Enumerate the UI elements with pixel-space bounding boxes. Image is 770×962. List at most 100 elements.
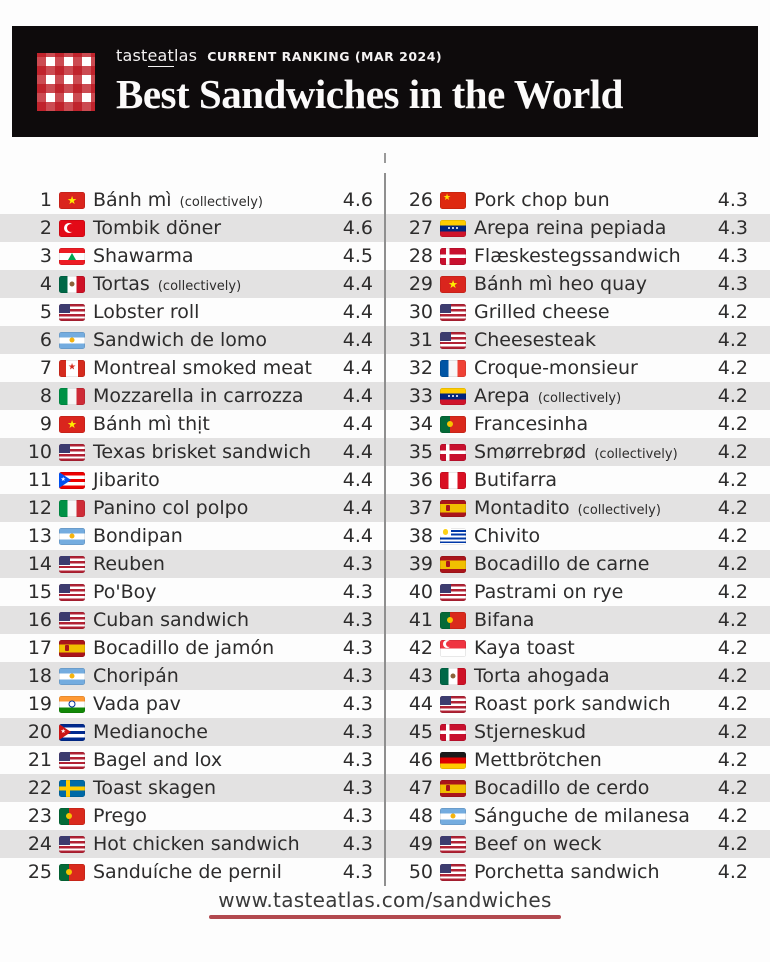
- list-item: 44 Roast pork sandwich 4.2: [385, 690, 770, 718]
- footer: www.tasteatlas.com/sandwiches: [0, 888, 770, 919]
- list-item: 25 Sanduíche de pernil 4.3: [0, 858, 385, 886]
- rank-number: 17: [27, 637, 52, 659]
- sandwich-name: Shawarma: [93, 245, 194, 267]
- argentina-flag-icon: [59, 331, 85, 349]
- footer-url-link[interactable]: www.tasteatlas.com/sandwiches: [218, 888, 552, 912]
- sandwich-name: Arepa reina pepiada: [474, 217, 667, 239]
- rank-number: 45: [408, 721, 433, 743]
- list-item: 16 Cuban sandwich 4.3: [0, 606, 385, 634]
- list-item: 14 Reuben 4.3: [0, 550, 385, 578]
- rank-number: 42: [408, 637, 433, 659]
- usa-flag-icon: [59, 303, 85, 321]
- list-item: 31 Cheesesteak 4.2: [385, 326, 770, 354]
- list-item: 36 Butifarra 4.2: [385, 466, 770, 494]
- rank-number: 29: [408, 273, 433, 295]
- rank-number: 9: [39, 413, 52, 435]
- usa-flag-icon: [59, 611, 85, 629]
- sandwich-name: Choripán: [93, 665, 179, 687]
- rank-number: 4: [39, 273, 52, 295]
- turkey-flag-icon: [59, 219, 85, 237]
- rank-number: 39: [408, 553, 433, 575]
- sandwich-name: Bocadillo de carne: [474, 553, 650, 575]
- list-item: 33 Arepa (collectively) 4.2: [385, 382, 770, 410]
- sandwich-name: Cuban sandwich: [93, 609, 250, 631]
- sandwich-name: Bánh mì heo quay: [474, 273, 648, 295]
- portugal-flag-icon: [440, 415, 466, 433]
- argentina-flag-icon: [59, 667, 85, 685]
- mexico-flag-icon: [440, 667, 466, 685]
- list-item: 2 Tombik döner 4.6: [0, 214, 385, 242]
- rating-value: 4.2: [717, 385, 748, 407]
- collectively-note: (collectively): [577, 503, 661, 518]
- rating-value: 4.3: [342, 833, 373, 855]
- rating-value: 4.3: [342, 665, 373, 687]
- tasteatlas-gingham-logo-icon: [37, 52, 95, 111]
- rank-number: 13: [27, 525, 52, 547]
- vietnam-flag-icon: [59, 415, 85, 433]
- sandwich-name: Montadito (collectively): [474, 497, 661, 519]
- list-item: 40 Pastrami on rye 4.2: [385, 578, 770, 606]
- rating-value: 4.2: [717, 777, 748, 799]
- rank-number: 15: [27, 581, 52, 603]
- rating-value: 4.4: [342, 469, 373, 491]
- list-item: 26 Pork chop bun 4.3: [385, 186, 770, 214]
- sandwich-name: Toast skagen: [93, 777, 217, 799]
- divider-tick: [384, 153, 386, 163]
- sandwich-name: Bánh mì thịt: [93, 413, 210, 435]
- brand-line: tasteatlas CURRENT RANKING (MAR 2024): [116, 45, 623, 67]
- rating-value: 4.4: [342, 357, 373, 379]
- rating-value: 4.3: [342, 693, 373, 715]
- rating-value: 4.2: [717, 329, 748, 351]
- rank-number: 31: [408, 329, 433, 351]
- spain-flag-icon: [440, 499, 466, 517]
- rank-number: 11: [27, 469, 52, 491]
- sandwich-name: Torta ahogada: [474, 665, 610, 687]
- rank-number: 28: [408, 245, 433, 267]
- rank-number: 27: [408, 217, 433, 239]
- india-flag-icon: [59, 695, 85, 713]
- rank-number: 10: [27, 441, 52, 463]
- rank-number: 43: [408, 665, 433, 687]
- spain-flag-icon: [59, 639, 85, 657]
- rank-number: 8: [39, 385, 52, 407]
- sandwich-name: Pork chop bun: [474, 189, 610, 211]
- sandwich-name: Jibarito: [93, 469, 160, 491]
- rank-number: 12: [27, 497, 52, 519]
- rank-number: 7: [39, 357, 52, 379]
- sandwich-name: Tombik döner: [93, 217, 222, 239]
- list-item: 8 Mozzarella in carrozza 4.4: [0, 382, 385, 410]
- list-item: 21 Bagel and lox 4.3: [0, 746, 385, 774]
- usa-flag-icon: [59, 583, 85, 601]
- sandwich-name: Butifarra: [474, 469, 558, 491]
- list-item: 29 Bánh mì heo quay 4.3: [385, 270, 770, 298]
- rating-value: 4.4: [342, 441, 373, 463]
- collectively-note: (collectively): [594, 447, 678, 462]
- rank-number: 6: [39, 329, 52, 351]
- list-item: 46 Mettbrötchen 4.2: [385, 746, 770, 774]
- portugal-flag-icon: [440, 611, 466, 629]
- spain-flag-icon: [440, 779, 466, 797]
- sandwich-name: Sandwich de lomo: [93, 329, 267, 351]
- rank-number: 21: [27, 749, 52, 771]
- footer-underline: [209, 915, 561, 919]
- list-item: 10 Texas brisket sandwich 4.4: [0, 438, 385, 466]
- sandwich-name: Bagel and lox: [93, 749, 223, 771]
- sandwich-name: Mettbrötchen: [474, 749, 602, 771]
- list-item: 23 Prego 4.3: [0, 802, 385, 830]
- rating-value: 4.3: [342, 721, 373, 743]
- list-item: 34 Francesinha 4.2: [385, 410, 770, 438]
- usa-flag-icon: [440, 583, 466, 601]
- list-item: 41 Bifana 4.2: [385, 606, 770, 634]
- list-item: 13 Bondipan 4.4: [0, 522, 385, 550]
- sandwich-name: Mozzarella in carrozza: [93, 385, 304, 407]
- canada-flag-icon: [59, 359, 85, 377]
- list-item: 45 Stjerneskud 4.2: [385, 718, 770, 746]
- brand-post: las: [174, 45, 198, 65]
- china-flag-icon: [440, 191, 466, 209]
- rank-number: 41: [408, 609, 433, 631]
- list-item: 5 Lobster roll 4.4: [0, 298, 385, 326]
- rating-value: 4.2: [717, 357, 748, 379]
- rating-value: 4.2: [717, 665, 748, 687]
- list-item: 6 Sandwich de lomo 4.4: [0, 326, 385, 354]
- rating-value: 4.2: [717, 581, 748, 603]
